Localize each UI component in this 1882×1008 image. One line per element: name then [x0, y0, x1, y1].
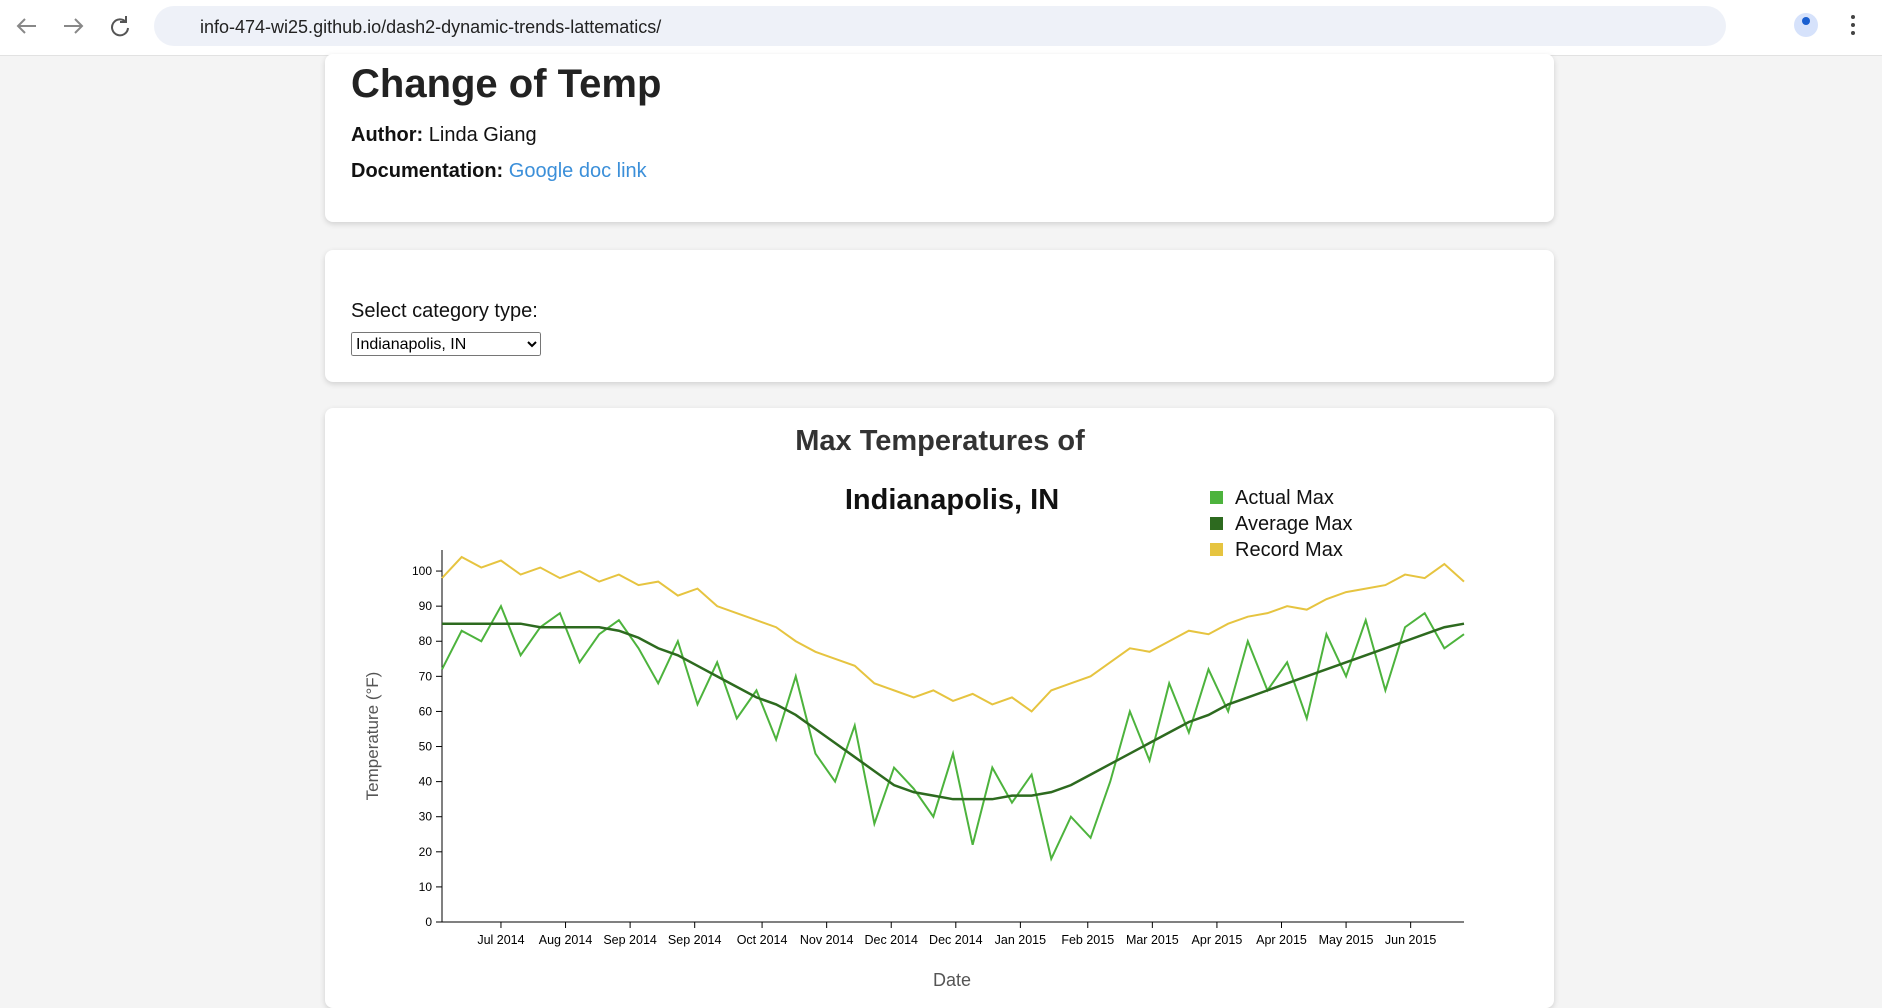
- profile-head: [1802, 17, 1810, 25]
- menu-dot: [1851, 23, 1855, 27]
- legend-label: Average Max: [1235, 513, 1352, 535]
- legend-label: Record Max: [1235, 539, 1343, 561]
- y-tick-label: 60: [419, 704, 433, 718]
- x-tick-label: Apr 2015: [1192, 933, 1243, 947]
- x-tick-label: Jan 2015: [995, 933, 1046, 947]
- x-tick-label: Nov 2014: [800, 933, 854, 947]
- back-button[interactable]: [16, 18, 36, 34]
- forward-button[interactable]: [64, 18, 84, 34]
- legend-label: Actual Max: [1235, 487, 1334, 509]
- legend-swatch: [1210, 543, 1223, 556]
- author-row: Author: Linda Giang: [351, 124, 537, 147]
- chart-card: [325, 408, 1554, 1008]
- series-line: [441, 555, 1465, 713]
- y-tick-label: 70: [419, 669, 433, 683]
- menu-dot[interactable]: [1851, 15, 1855, 19]
- doc-row: Documentation: Google doc link: [351, 160, 647, 183]
- y-tick-label: 90: [419, 599, 433, 613]
- author: Linda Giang: [428, 124, 537, 146]
- y-tick-label: 100: [412, 564, 432, 578]
- x-tick-label: Jul 2014: [477, 933, 524, 947]
- y-tick-label: 10: [419, 880, 433, 894]
- x-axis-title: Date: [933, 970, 971, 990]
- x-tick-label: Dec 2014: [864, 933, 918, 947]
- menu-dot: [1851, 31, 1855, 35]
- series-line: [442, 622, 1465, 801]
- y-tick-label: 0: [425, 915, 432, 929]
- browser-bar: info-474-wi25.github.io/dash2-dynamic-tr…: [0, 0, 1882, 56]
- y-tick-label: 40: [419, 775, 433, 789]
- x-tick-label: Sep 2014: [603, 933, 657, 947]
- select-label: Select category type:: [351, 300, 538, 322]
- legend-swatch: [1210, 491, 1223, 504]
- doc-link[interactable]: Google doc link: [508, 160, 647, 182]
- x-tick-label: May 2015: [1319, 933, 1374, 947]
- controls-card: Select category type: Indianapolis, IN: [325, 250, 1554, 382]
- y-axis-title: Temperature (°F): [363, 672, 382, 801]
- y-tick-label: 80: [419, 634, 433, 648]
- header-card: Change of Temp Author: Linda Giang Docum…: [325, 54, 1554, 222]
- x-tick-label: Oct 2014: [737, 933, 788, 947]
- x-tick-label: Jun 2015: [1385, 933, 1436, 947]
- y-tick-label: 30: [419, 810, 433, 824]
- url: info-474-wi25.github.io/dash2-dynamic-tr…: [200, 17, 662, 37]
- x-tick-label: Apr 2015: [1256, 933, 1307, 947]
- chart-subtitle: Indianapolis, IN: [845, 484, 1059, 516]
- y-tick-label: 50: [419, 740, 433, 754]
- author-label: Author:: [351, 124, 424, 146]
- doc-label: Documentation:: [351, 160, 504, 182]
- chart-title: Max Temperatures of: [795, 425, 1085, 457]
- nav-buttons: [16, 16, 129, 37]
- reload-button[interactable]: [111, 16, 129, 37]
- series-line: [441, 603, 1465, 862]
- x-tick-label: Aug 2014: [539, 933, 593, 947]
- x-tick-label: Feb 2015: [1061, 933, 1114, 947]
- browser-icons: [1794, 13, 1855, 37]
- legend-swatch: [1210, 517, 1223, 530]
- address-bar[interactable]: info-474-wi25.github.io/dash2-dynamic-tr…: [154, 6, 1726, 46]
- y-tick-label: 20: [419, 845, 433, 859]
- x-tick-label: Mar 2015: [1126, 933, 1179, 947]
- page-title: Change of Temp: [351, 62, 662, 106]
- category-select[interactable]: Indianapolis, IN: [351, 332, 541, 356]
- x-tick-label: Sep 2014: [668, 933, 722, 947]
- x-tick-label: Dec 2014: [929, 933, 983, 947]
